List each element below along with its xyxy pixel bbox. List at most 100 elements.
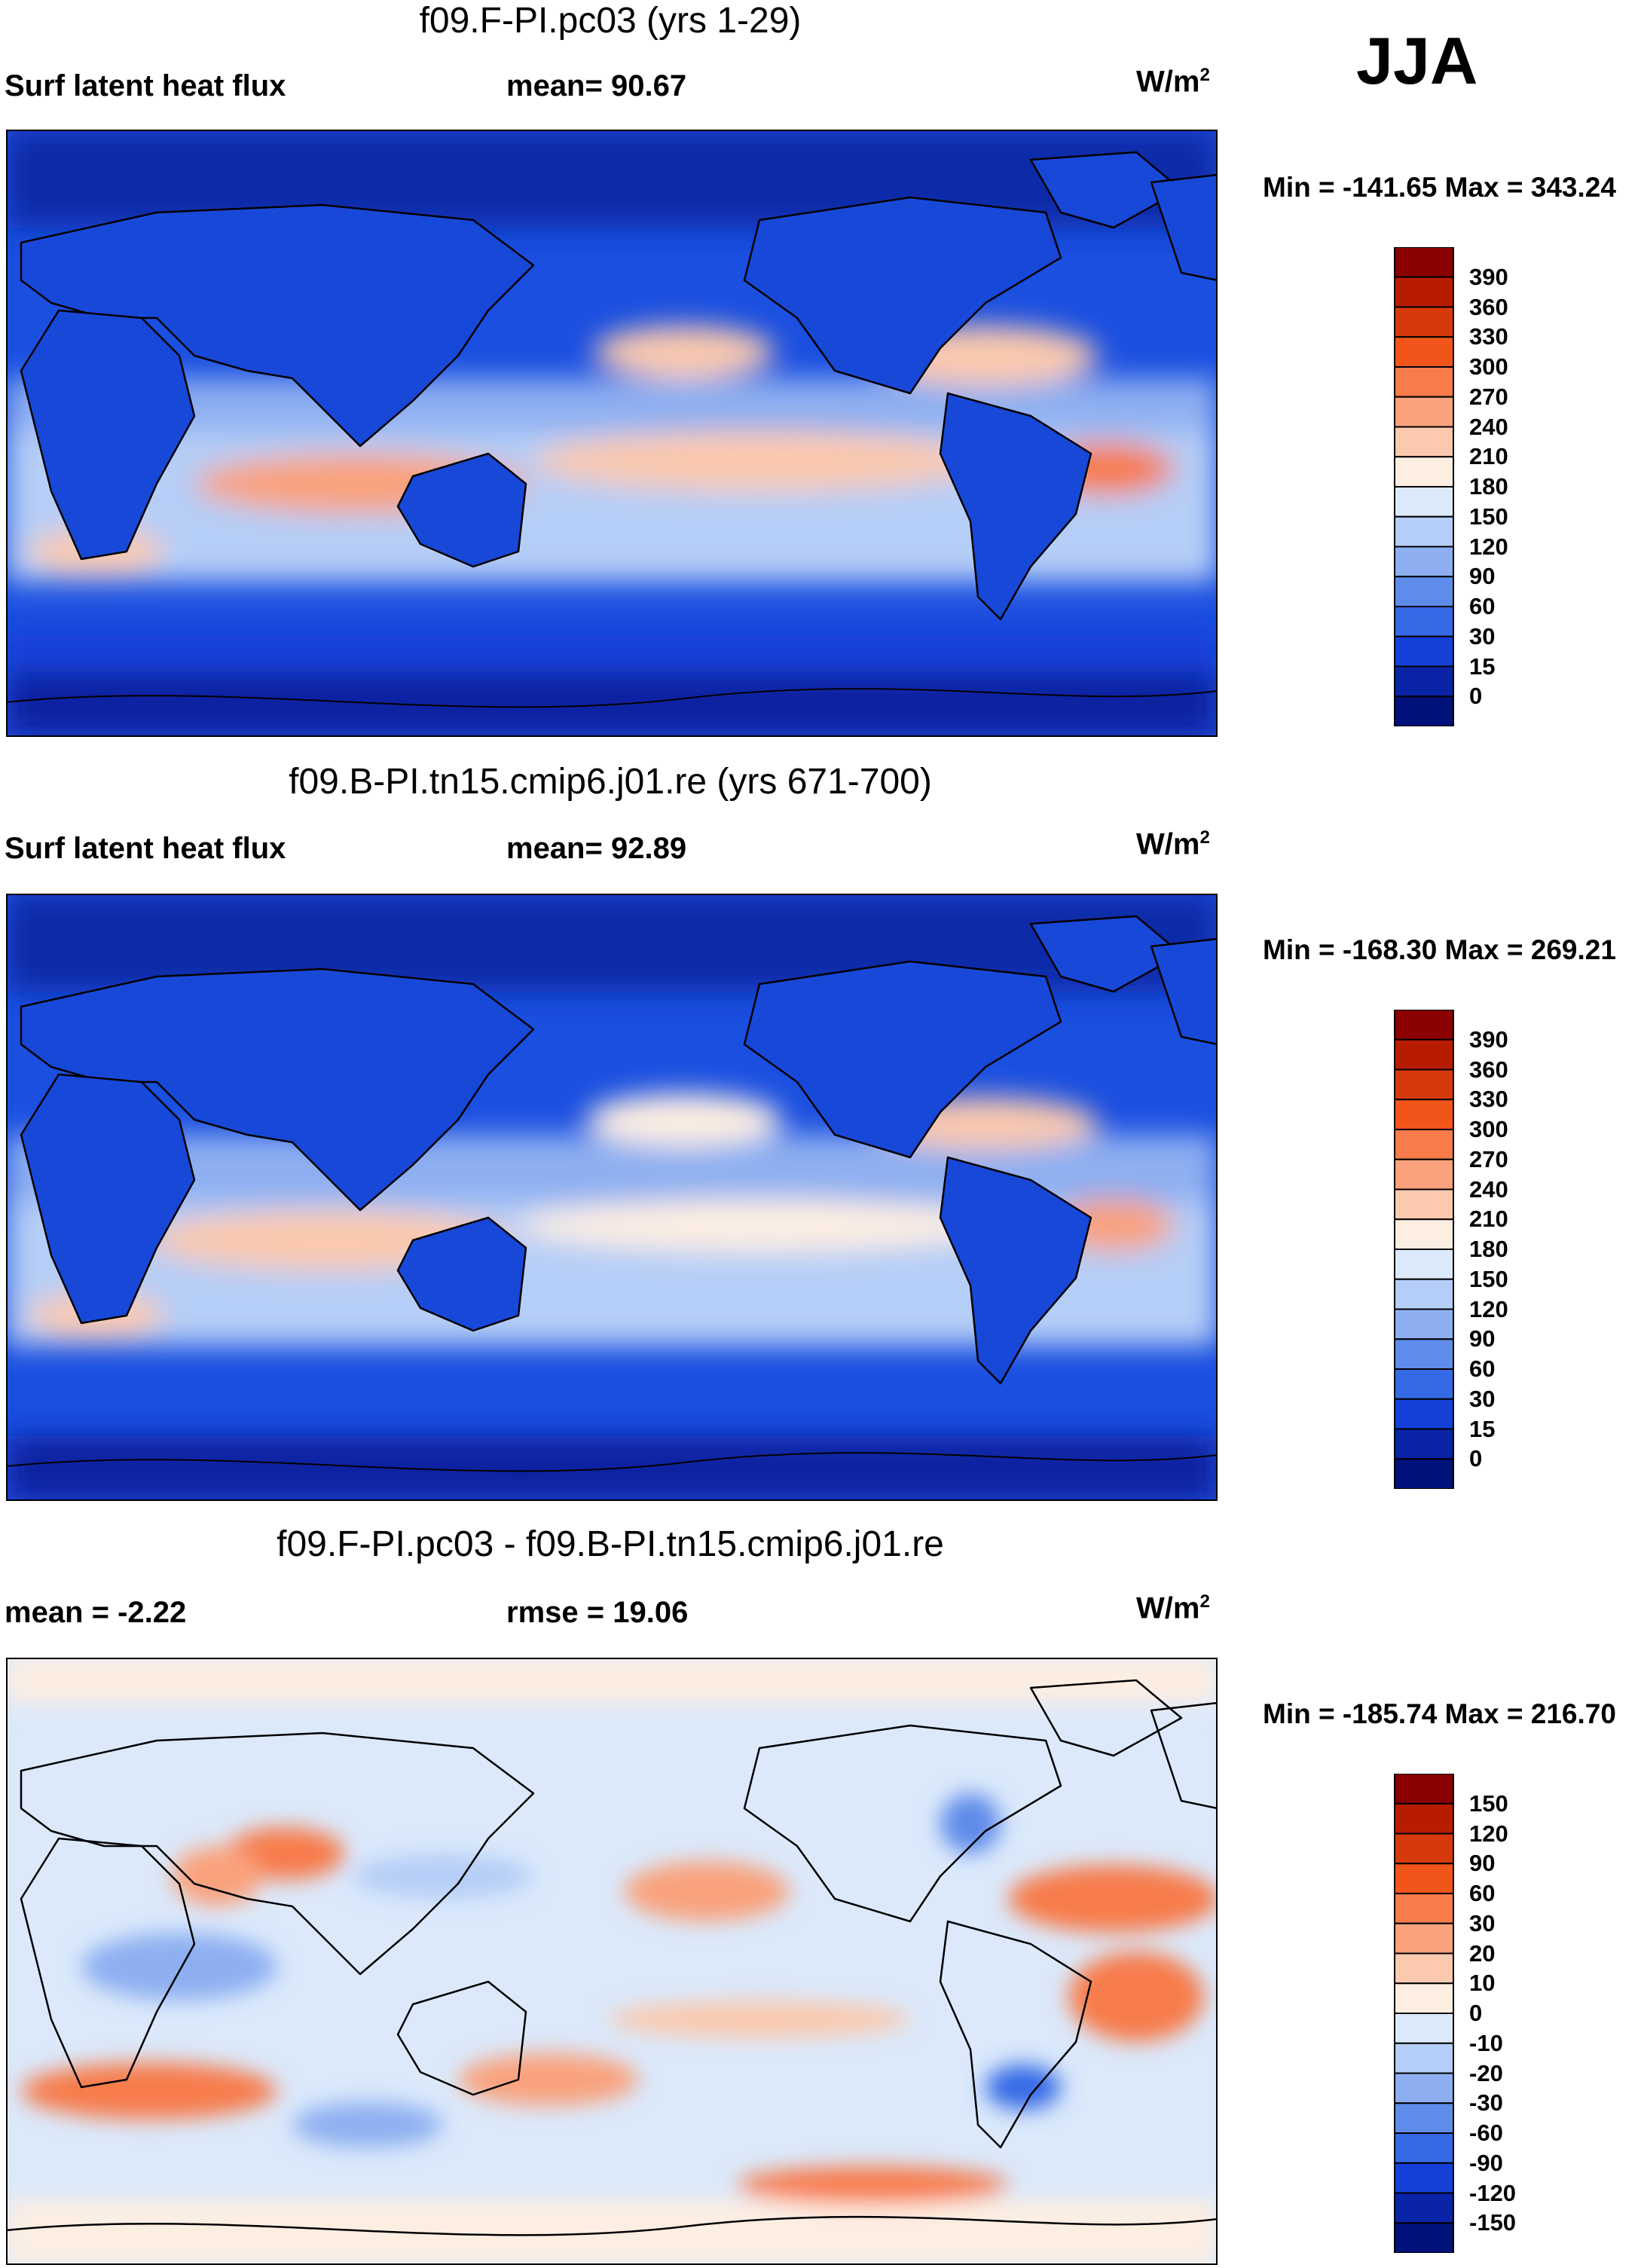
- colorbar-swatch: [1394, 546, 1454, 578]
- panel3-units: W/m2: [1136, 1591, 1210, 1625]
- colorbar-swatch: [1394, 1952, 1454, 1985]
- colorbar-swatch: [1394, 606, 1454, 637]
- colorbar-tick-label: -150: [1469, 2209, 1517, 2236]
- colorbar-swatch: [1394, 695, 1454, 726]
- colorbar-tick-label: 180: [1469, 1236, 1508, 1262]
- colorbar-tick-label: 0: [1469, 1445, 1483, 1472]
- colorbar-tick-label: 270: [1469, 383, 1508, 410]
- panel1-min-max: Min = -141.65 Max = 343.24: [1263, 172, 1616, 203]
- colorbar-tick-label: 15: [1469, 653, 1496, 680]
- colorbar-tick-label: 150: [1469, 1265, 1508, 1292]
- colorbar-swatch: [1394, 1308, 1454, 1340]
- panel1-map: [6, 130, 1218, 737]
- colorbar-tick-label: 30: [1469, 1909, 1496, 1936]
- colorbar-swatch: [1394, 1982, 1454, 2014]
- colorbar-swatch: [1394, 2222, 1454, 2253]
- colorbar-tick-label: -20: [1469, 2059, 1503, 2086]
- colorbar-swatch: [1394, 1188, 1454, 1221]
- colorbar-tick-label: 10: [1469, 1970, 1496, 1997]
- colorbar-swatch: [1394, 515, 1454, 548]
- colorbar-swatch: [1394, 1338, 1454, 1370]
- colorbar-tick-label: 60: [1469, 1356, 1496, 1382]
- colorbar-tick-label: -120: [1469, 2179, 1517, 2206]
- colorbar-swatch: [1394, 1129, 1454, 1160]
- colorbar-swatch: [1394, 1010, 1454, 1041]
- colorbar-tick-label: 240: [1469, 1175, 1508, 1203]
- colorbar-tick-label: 90: [1469, 1850, 1496, 1877]
- colorbar-swatch: [1394, 1278, 1454, 1310]
- colorbar-swatch: [1394, 1398, 1454, 1430]
- colorbar-tick-label: 270: [1469, 1145, 1508, 1172]
- colorbar-tick-label: 20: [1469, 1939, 1496, 1967]
- panel2-map: [6, 894, 1218, 1501]
- colorbar-swatch: [1394, 1893, 1454, 1924]
- colorbar-swatch: [1394, 486, 1454, 518]
- colorbar-tick-label: 90: [1469, 1325, 1496, 1353]
- colorbar-swatch: [1394, 1368, 1454, 1400]
- colorbar-tick-label: 120: [1469, 1295, 1508, 1322]
- colorbar-tick-label: 390: [1469, 1025, 1508, 1053]
- colorbar-tick-label: 0: [1469, 683, 1483, 710]
- colorbar-tick-label: 120: [1469, 1820, 1508, 1847]
- colorbar-tick-label: 330: [1469, 1086, 1508, 1113]
- colorbar-tick-label: 90: [1469, 563, 1496, 590]
- colorbar-tick-label: 360: [1469, 1056, 1508, 1083]
- panel3-colorbar: [1394, 1774, 1454, 2253]
- colorbar-swatch: [1394, 1218, 1454, 1250]
- panel2-min-max: Min = -168.30 Max = 269.21: [1263, 934, 1616, 965]
- panel2-mean-label: mean= 92.89: [506, 832, 687, 865]
- colorbar-swatch: [1394, 2102, 1454, 2134]
- colorbar-swatch: [1394, 1922, 1454, 1955]
- colorbar-swatch: [1394, 1802, 1454, 1835]
- colorbar-tick-label: 240: [1469, 413, 1508, 440]
- colorbar-swatch: [1394, 665, 1454, 698]
- panel3-map: [6, 1658, 1218, 2265]
- colorbar-tick-label: 330: [1469, 323, 1508, 350]
- colorbar-swatch: [1394, 2042, 1454, 2074]
- colorbar-tick-label: -60: [1469, 2120, 1503, 2146]
- colorbar-swatch: [1394, 2132, 1454, 2164]
- panel3-min-max: Min = -185.74 Max = 216.70: [1263, 1698, 1616, 1729]
- colorbar-swatch: [1394, 336, 1454, 368]
- colorbar-tick-label: -10: [1469, 2029, 1503, 2056]
- colorbar-tick-label: 210: [1469, 1206, 1508, 1233]
- colorbar-tick-label: 390: [1469, 263, 1508, 290]
- colorbar-swatch: [1394, 1038, 1454, 1071]
- panel1-variable-label: Surf latent heat flux: [5, 69, 286, 102]
- colorbar-tick-label: 0: [1469, 2000, 1483, 2026]
- colorbar-swatch: [1394, 276, 1454, 308]
- colorbar-tick-label: 360: [1469, 293, 1508, 320]
- colorbar-swatch: [1394, 456, 1454, 488]
- colorbar-swatch: [1394, 366, 1454, 398]
- season-label: JJA: [1356, 23, 1478, 98]
- panel1-case-title: f09.F-PI.pc03 (yrs 1-29): [419, 1, 802, 41]
- colorbar-swatch: [1394, 1863, 1454, 1894]
- panel2-units: W/m2: [1136, 827, 1210, 861]
- colorbar-tick-label: 300: [1469, 353, 1508, 380]
- colorbar-tick-label: 15: [1469, 1415, 1496, 1442]
- colorbar-swatch: [1394, 2192, 1454, 2224]
- panel1-units: W/m2: [1136, 65, 1210, 99]
- panel3-mean-label: mean = -2.22: [5, 1596, 187, 1629]
- colorbar-tick-label: -30: [1469, 2089, 1503, 2117]
- colorbar-tick-label: 210: [1469, 443, 1508, 470]
- colorbar-swatch: [1394, 1428, 1454, 1460]
- panel1-mean-label: mean= 90.67: [506, 69, 687, 102]
- colorbar-tick-label: 180: [1469, 473, 1508, 500]
- colorbar-swatch: [1394, 2072, 1454, 2104]
- colorbar-tick-label: 30: [1469, 1385, 1496, 1412]
- colorbar-swatch: [1394, 635, 1454, 668]
- colorbar-swatch: [1394, 247, 1454, 278]
- panel1-colorbar: [1394, 247, 1454, 726]
- colorbar-swatch: [1394, 1774, 1454, 1805]
- colorbar-tick-label: 150: [1469, 503, 1508, 530]
- colorbar-swatch: [1394, 426, 1454, 458]
- panel2-variable-label: Surf latent heat flux: [5, 832, 286, 865]
- colorbar-swatch: [1394, 1832, 1454, 1865]
- colorbar-swatch: [1394, 1249, 1454, 1280]
- colorbar-swatch: [1394, 1158, 1454, 1191]
- colorbar-swatch: [1394, 306, 1454, 338]
- colorbar-tick-label: 60: [1469, 1880, 1496, 1906]
- colorbar-tick-label: 120: [1469, 533, 1508, 560]
- colorbar-tick-label: 150: [1469, 1790, 1508, 1817]
